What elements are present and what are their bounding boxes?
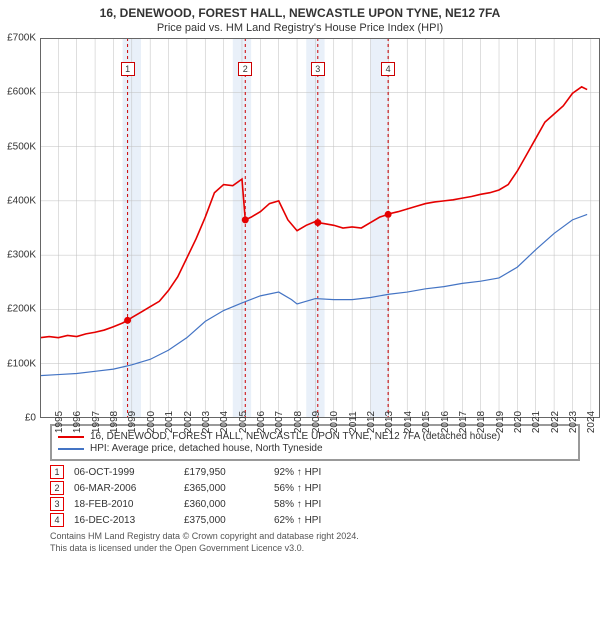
y-tick-label: £300K xyxy=(7,250,36,261)
y-tick-label: £0 xyxy=(25,413,36,424)
event-price: £375,000 xyxy=(184,515,264,526)
chart-marker: 4 xyxy=(381,62,395,76)
footer-line: This data is licensed under the Open Gov… xyxy=(50,543,580,555)
event-pct: 58% ↑ HPI xyxy=(274,499,394,510)
y-tick-label: £600K xyxy=(7,87,36,98)
event-date: 06-MAR-2006 xyxy=(74,483,174,494)
y-tick-label: £200K xyxy=(7,304,36,315)
event-marker: 1 xyxy=(50,465,64,479)
y-tick-label: £700K xyxy=(7,33,36,44)
event-pct: 92% ↑ HPI xyxy=(274,467,394,478)
event-pct: 62% ↑ HPI xyxy=(274,515,394,526)
event-price: £360,000 xyxy=(184,499,264,510)
event-marker: 4 xyxy=(50,513,64,527)
y-tick-label: £100K xyxy=(7,358,36,369)
event-price: £179,950 xyxy=(184,467,264,478)
event-row: 3 18-FEB-2010 £360,000 58% ↑ HPI xyxy=(50,497,580,511)
event-price: £365,000 xyxy=(184,483,264,494)
footer-text: Contains HM Land Registry data © Crown c… xyxy=(50,531,580,554)
legend-swatch xyxy=(58,436,84,438)
chart-area: £0£100K£200K£300K£400K£500K£600K£700K199… xyxy=(40,38,600,418)
chart-marker: 3 xyxy=(311,62,325,76)
chart-title: 16, DENEWOOD, FOREST HALL, NEWCASTLE UPO… xyxy=(10,6,590,20)
event-row: 4 16-DEC-2013 £375,000 62% ↑ HPI xyxy=(50,513,580,527)
y-tick-label: £400K xyxy=(7,195,36,206)
legend-swatch xyxy=(58,448,84,450)
legend-row: HPI: Average price, detached house, Nort… xyxy=(58,443,572,454)
event-date: 18-FEB-2010 xyxy=(74,499,174,510)
event-marker: 2 xyxy=(50,481,64,495)
event-marker: 3 xyxy=(50,497,64,511)
y-tick-label: £500K xyxy=(7,141,36,152)
event-pct: 56% ↑ HPI xyxy=(274,483,394,494)
event-row: 2 06-MAR-2006 £365,000 56% ↑ HPI xyxy=(50,481,580,495)
legend-label: HPI: Average price, detached house, Nort… xyxy=(90,443,323,454)
chart-marker: 2 xyxy=(238,62,252,76)
footer-line: Contains HM Land Registry data © Crown c… xyxy=(50,531,580,543)
event-table: 1 06-OCT-1999 £179,950 92% ↑ HPI 2 06-MAR-200… xyxy=(50,465,580,527)
chart-subtitle: Price paid vs. HM Land Registry's House … xyxy=(10,22,590,34)
event-date: 16-DEC-2013 xyxy=(74,515,174,526)
event-date: 06-OCT-1999 xyxy=(74,467,174,478)
event-row: 1 06-OCT-1999 £179,950 92% ↑ HPI xyxy=(50,465,580,479)
x-tick-label: 2025 xyxy=(591,411,600,433)
chart-marker: 1 xyxy=(121,62,135,76)
